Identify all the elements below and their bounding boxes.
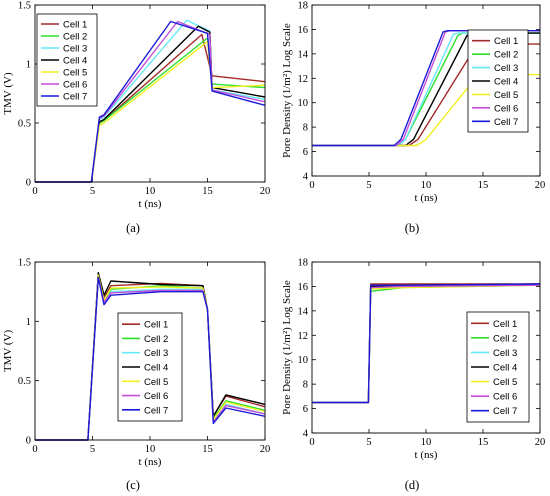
legend-entry: Cell 4 xyxy=(144,363,168,374)
panel-d-pore-density-chart: 0 5 10 15 20 4 6 8 10 12 14 16 18 t (ns) Pore Density … xyxy=(281,258,545,493)
legend-entry: Cell 6 xyxy=(63,80,87,91)
series-line-cell-7 xyxy=(35,276,266,441)
series-line-cell-7 xyxy=(35,20,266,183)
x-tick-label: 5 xyxy=(90,444,95,455)
x-tick-label: 10 xyxy=(421,180,432,191)
x-tick-label: 0 xyxy=(32,186,37,197)
x-tick-label: 20 xyxy=(535,437,546,448)
legend-entry: Cell 2 xyxy=(493,333,517,344)
y-tick-label: 18 xyxy=(298,1,309,12)
y-tick-label: 1 xyxy=(26,317,31,328)
legend-entry: Cell 2 xyxy=(63,32,87,43)
panel-c-tmv-chart: 0 5 10 15 20 0 0.5 1 1.5 t (ns) TMV (V) Cell 1 Cell … xyxy=(2,258,270,493)
y-tick-label: 8 xyxy=(303,380,308,391)
y-axis-label: Pore Density (1/m²) Log Scale xyxy=(281,23,293,158)
y-tick-label: 0.5 xyxy=(18,376,31,387)
y-tick-label: 12 xyxy=(298,331,309,342)
legend-entry: Cell 6 xyxy=(493,392,517,403)
y-tick-label: 16 xyxy=(298,282,309,293)
y-tick-label: 8 xyxy=(303,123,308,134)
axes-frame xyxy=(311,261,541,434)
y-tick-label: 0 xyxy=(26,178,31,189)
y-tick-label: 1.5 xyxy=(18,1,31,12)
y-axis-label: Pore Density (1/m²) Log Scale xyxy=(281,280,293,415)
legend-entry: Cell 7 xyxy=(493,406,517,417)
y-tick-label: 4 xyxy=(303,429,309,440)
legend-entry: Cell 1 xyxy=(493,319,517,330)
y-tick-label: 18 xyxy=(298,258,309,269)
y-tick-label: 6 xyxy=(303,404,308,415)
panel-label: (a) xyxy=(126,221,140,235)
x-tick-label: 15 xyxy=(202,444,213,455)
legend-entry: Cell 7 xyxy=(494,117,518,128)
legend-entry: Cell 3 xyxy=(63,44,87,55)
legend-entry: Cell 3 xyxy=(144,348,168,359)
x-tick-label: 5 xyxy=(366,437,371,448)
panel-label: (b) xyxy=(405,221,420,235)
axes-frame xyxy=(311,4,541,177)
legend-entry: Cell 1 xyxy=(63,20,87,31)
legend-entry: Cell 1 xyxy=(494,36,518,47)
legend-entry: Cell 3 xyxy=(494,63,518,74)
legend-entry: Cell 4 xyxy=(494,77,518,88)
y-tick-label: 10 xyxy=(298,355,309,366)
y-tick-label: 0.5 xyxy=(18,119,31,130)
legend-entry: Cell 1 xyxy=(144,320,168,331)
legend-entry: Cell 4 xyxy=(493,363,517,374)
y-tick-label: 16 xyxy=(298,25,309,36)
x-tick-label: 20 xyxy=(260,444,271,455)
panel-label: (d) xyxy=(405,478,420,492)
y-tick-label: 0 xyxy=(26,436,31,447)
y-axis-label: TMV (V) xyxy=(2,330,14,373)
x-tick-label: 15 xyxy=(478,437,489,448)
legend-entry: Cell 4 xyxy=(63,56,87,67)
x-tick-label: 5 xyxy=(366,180,371,191)
y-tick-label: 4 xyxy=(303,172,309,183)
x-tick-label: 0 xyxy=(309,437,314,448)
x-tick-label: 15 xyxy=(478,180,489,191)
y-tick-label: 12 xyxy=(298,74,309,85)
x-axis-label: t (ns) xyxy=(415,192,438,204)
y-tick-label: 1.5 xyxy=(18,258,31,269)
series-line-cell-7 xyxy=(312,30,540,147)
legend-entry: Cell 7 xyxy=(144,405,168,416)
axes-frame xyxy=(34,4,266,183)
x-axis-label: t (ns) xyxy=(139,198,162,210)
x-tick-label: 15 xyxy=(202,186,213,197)
x-tick-label: 10 xyxy=(421,437,432,448)
x-axis-label: t (ns) xyxy=(415,449,438,461)
legend-entry: Cell 3 xyxy=(493,348,517,359)
panel-label: (c) xyxy=(126,478,140,492)
x-tick-label: 0 xyxy=(32,444,37,455)
legend-entry: Cell 5 xyxy=(494,90,518,101)
legend-entry: Cell 7 xyxy=(63,92,87,103)
panel-b-pore-density-chart: 0 5 10 15 20 4 6 8 10 12 14 16 18 t (ns) Pore Density … xyxy=(281,1,545,236)
x-tick-label: 5 xyxy=(90,186,95,197)
y-tick-label: 14 xyxy=(298,49,309,60)
legend-entry: Cell 6 xyxy=(494,103,518,114)
legend-entry: Cell 6 xyxy=(144,391,168,402)
legend-entry: Cell 5 xyxy=(493,377,517,388)
x-tick-label: 10 xyxy=(145,444,156,455)
legend-entry: Cell 2 xyxy=(144,334,168,345)
x-tick-label: 0 xyxy=(309,180,314,191)
y-axis-label: TMV (V) xyxy=(2,72,14,115)
x-tick-label: 20 xyxy=(535,180,546,191)
legend-entry: Cell 5 xyxy=(144,377,168,388)
y-tick-label: 1 xyxy=(26,60,31,71)
x-tick-label: 10 xyxy=(145,186,156,197)
y-tick-label: 10 xyxy=(298,98,309,109)
y-tick-label: 6 xyxy=(303,147,308,158)
axes-frame xyxy=(34,261,266,441)
legend-entry: Cell 5 xyxy=(63,68,87,79)
y-tick-label: 14 xyxy=(298,306,309,317)
legend-entry: Cell 2 xyxy=(494,50,518,61)
series-line-cell-7 xyxy=(312,283,541,404)
x-axis-label: t (ns) xyxy=(139,456,162,468)
x-tick-label: 20 xyxy=(260,186,271,197)
